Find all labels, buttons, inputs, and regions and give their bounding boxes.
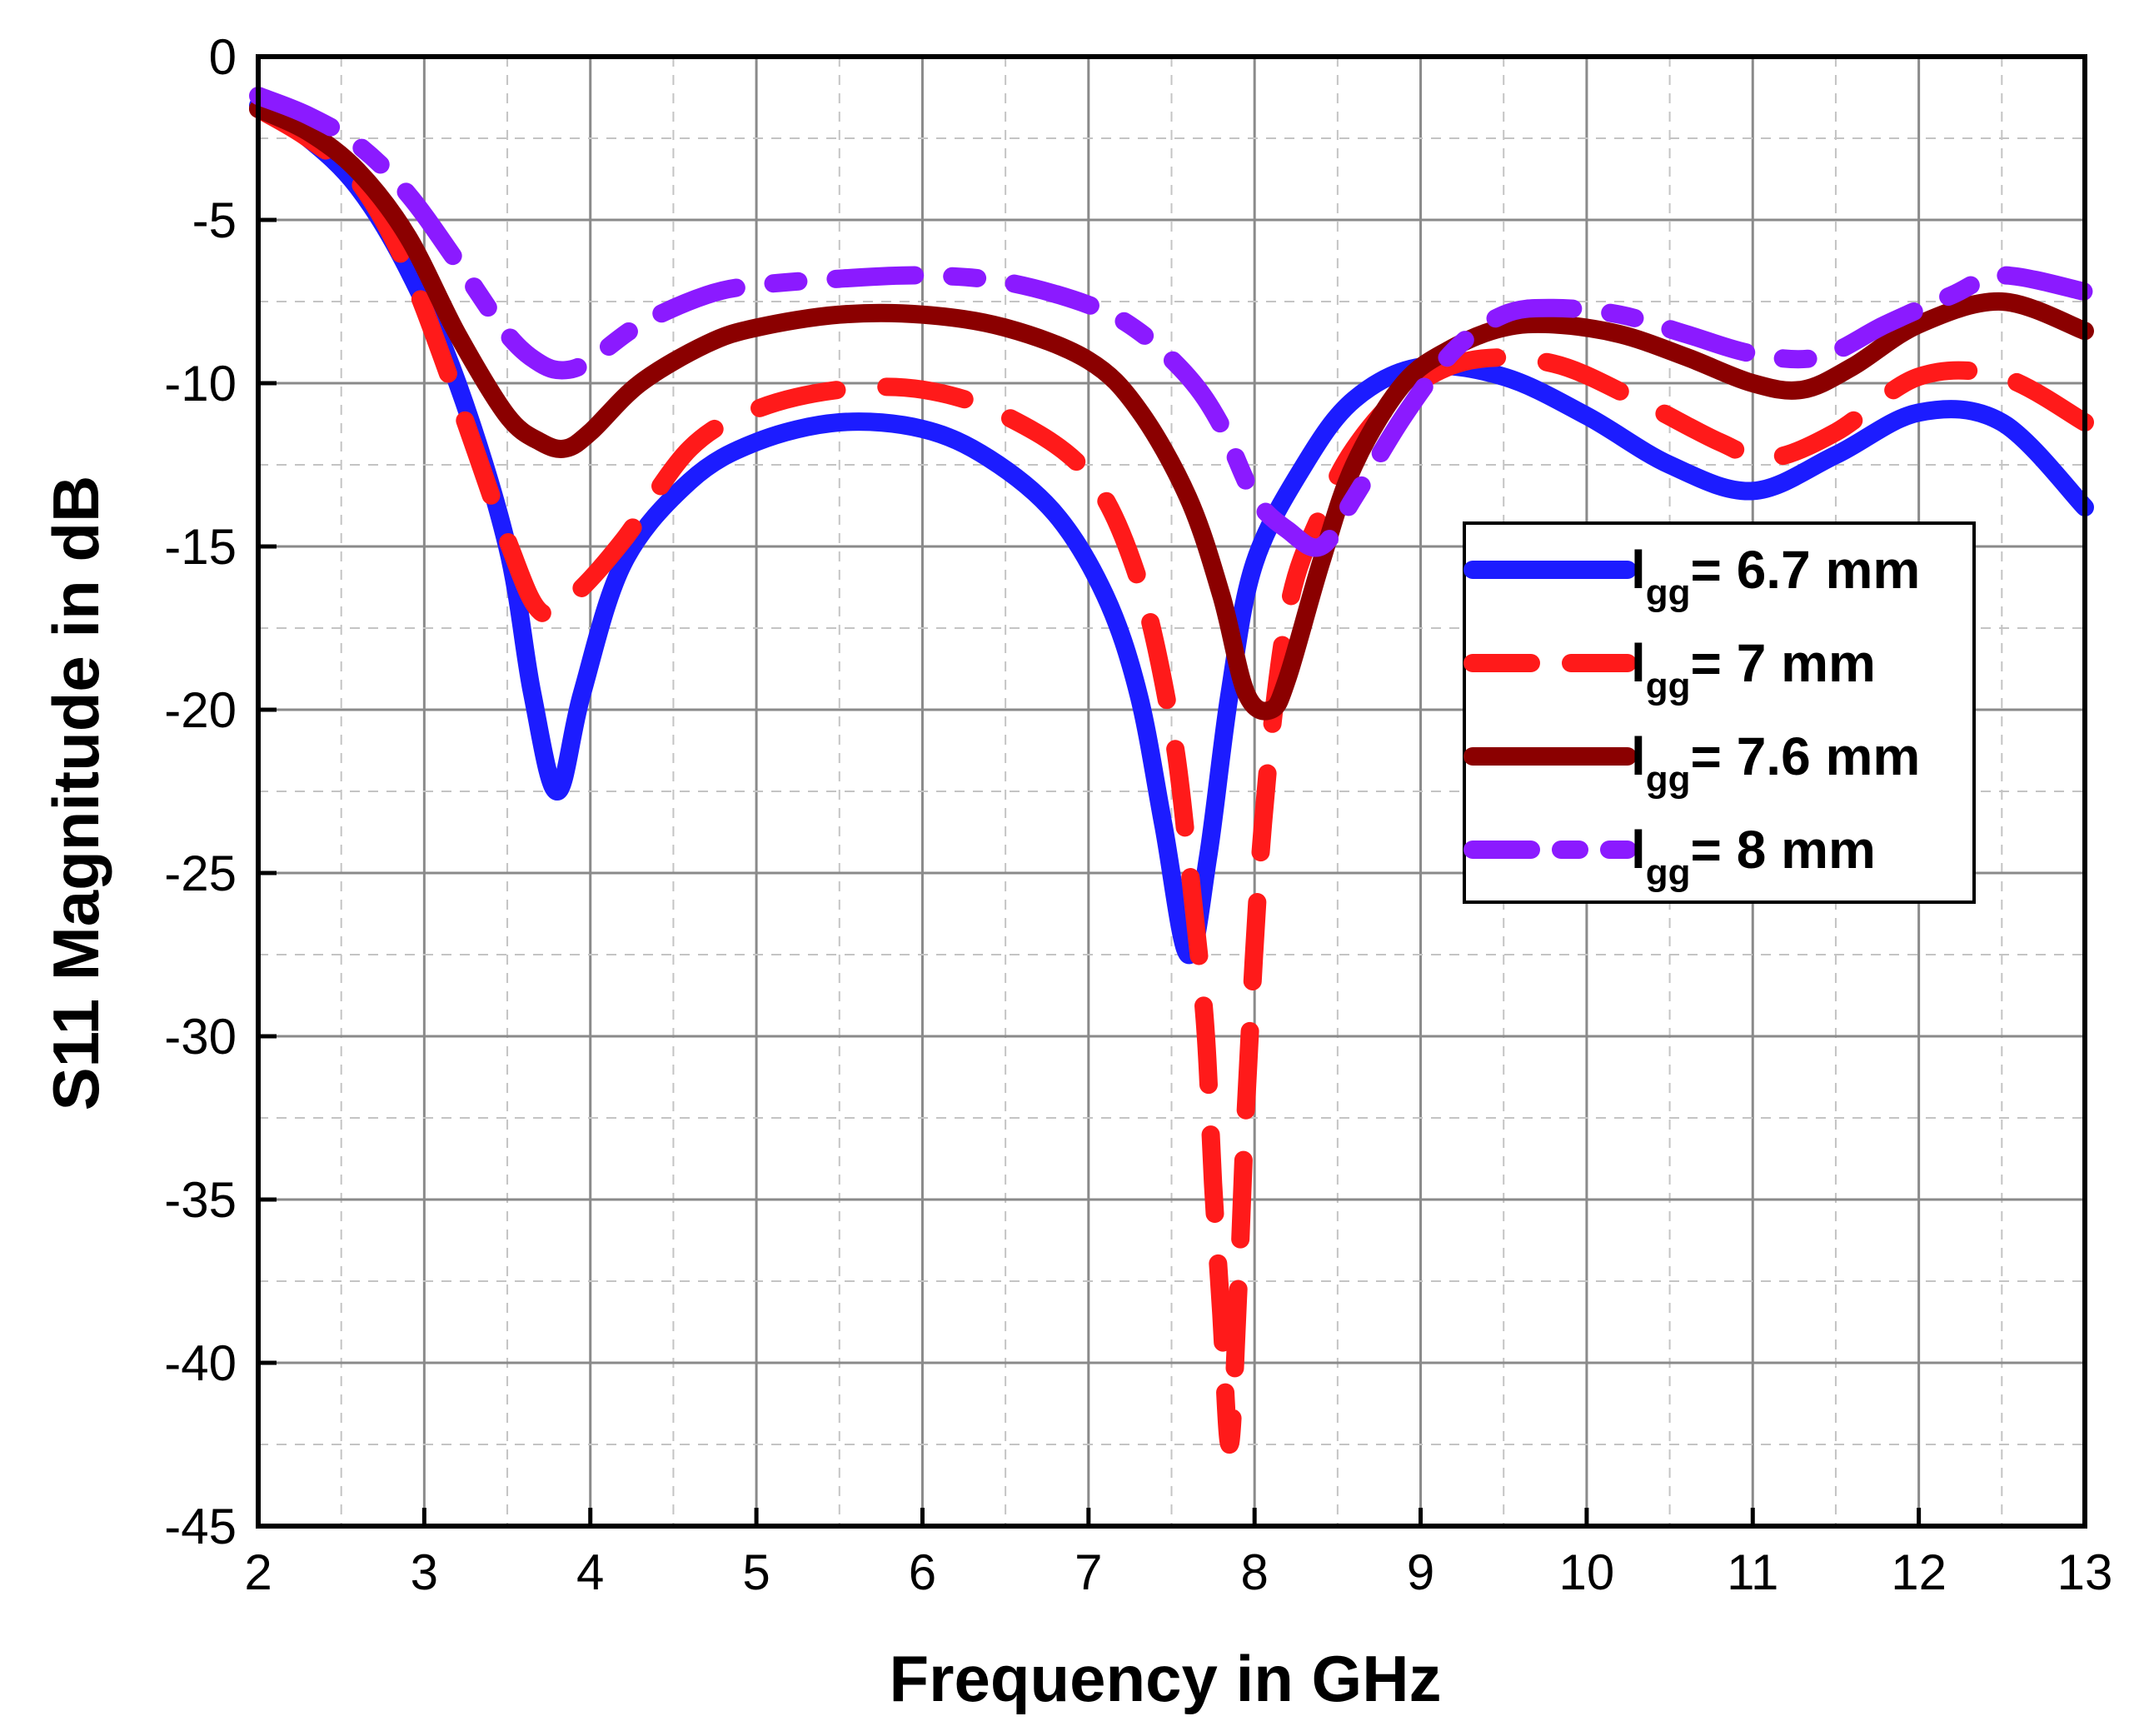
y-tick-label: 0 xyxy=(209,29,237,85)
y-tick-label: -45 xyxy=(164,1499,237,1554)
x-axis-title: Frequency in GHz xyxy=(889,1642,1441,1715)
series-line-1 xyxy=(249,96,2094,965)
plot-frame xyxy=(256,54,2087,1529)
legend-label-3: lgg= 7.6 mm xyxy=(1631,726,1920,800)
x-tick-label: 11 xyxy=(1727,1544,1778,1600)
series-line-2 xyxy=(249,99,2094,1454)
y-tick-label: -20 xyxy=(164,682,237,738)
x-tick-label: 2 xyxy=(244,1544,272,1600)
x-tick-label: 3 xyxy=(411,1544,438,1600)
x-tick-label: 10 xyxy=(1559,1544,1615,1600)
x-tick-label: 5 xyxy=(742,1544,770,1600)
y-tick-label: -5 xyxy=(192,192,237,248)
series-line-3 xyxy=(249,99,2094,721)
y-tick-label: -40 xyxy=(164,1335,237,1391)
legend-label-4: lgg= 8 mm xyxy=(1631,820,1876,893)
y-tick-label: -30 xyxy=(164,1009,237,1065)
y-tick-label: -15 xyxy=(164,519,237,575)
x-tick-label: 9 xyxy=(1407,1544,1434,1600)
y-tick-label: -35 xyxy=(164,1172,237,1228)
legend-box xyxy=(1463,521,1976,904)
axis-ticks: 2 3 4 5 6 7 8 9 10 11 12 13 0 -5 -10 -15 -20 -25 -30 -35 -40… xyxy=(164,29,2112,1600)
y-tick-label: -25 xyxy=(164,846,237,901)
x-tick-label: 6 xyxy=(909,1544,936,1600)
y-axis-title: S11 Magnitude in dB xyxy=(39,476,112,1111)
x-tick-label: 12 xyxy=(1891,1544,1947,1600)
x-tick-label: 7 xyxy=(1074,1544,1102,1600)
x-tick-label: 4 xyxy=(576,1544,604,1600)
x-tick-label: 8 xyxy=(1240,1544,1268,1600)
legend: lgg= 6.7 mm lgg= 7 mm lgg= 7.6 mm lgg= 8 mm xyxy=(1463,521,1976,904)
series-lines xyxy=(249,87,2094,1454)
x-tick-label: 13 xyxy=(2057,1544,2113,1600)
legend-label-1: lgg= 6.7 mm xyxy=(1631,540,1920,613)
series-line-4 xyxy=(249,87,2094,557)
legend-label-2: lgg= 7 mm xyxy=(1631,633,1876,706)
y-tick-label: -10 xyxy=(164,356,237,412)
